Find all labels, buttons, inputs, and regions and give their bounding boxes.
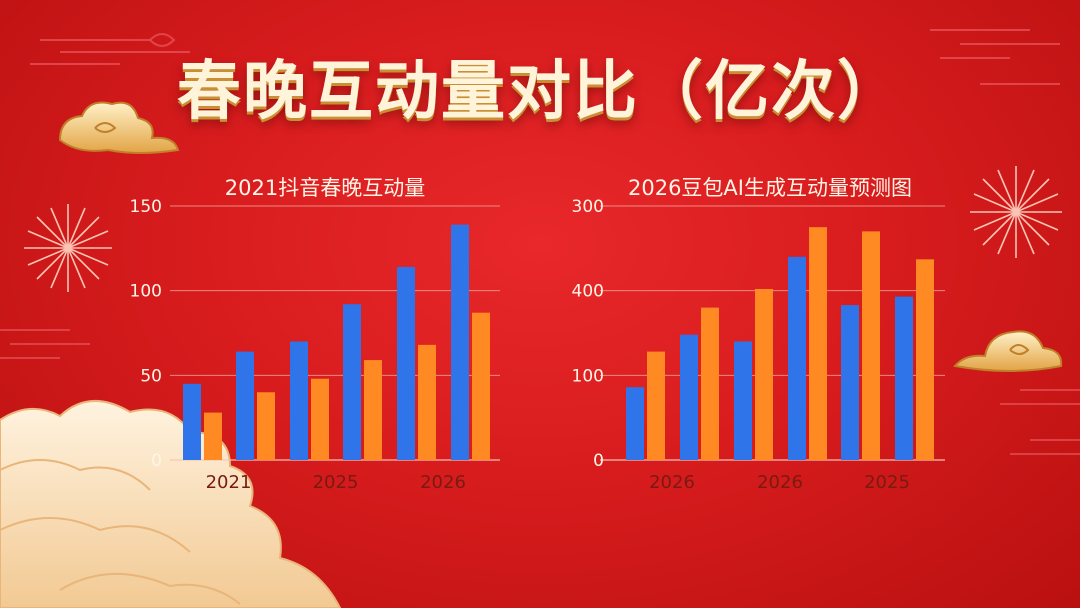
- fireworks-left: [24, 204, 112, 292]
- bar-orange: [204, 412, 222, 460]
- bar-blue: [626, 387, 644, 460]
- x-tick-label: 2025: [313, 472, 359, 493]
- bar-blue: [841, 305, 859, 460]
- bar-blue: [343, 304, 361, 460]
- chart-title-right: 2026豆包AI生成互动量预测图: [627, 176, 912, 200]
- bar-blue: [451, 224, 469, 460]
- bar-orange: [701, 307, 719, 460]
- y-tick-label: 100: [130, 282, 162, 302]
- x-tick-label: 2026: [420, 472, 466, 493]
- bar-orange: [916, 259, 934, 460]
- x-tick-label: 2021: [206, 472, 252, 493]
- bar-blue: [734, 341, 752, 460]
- swirl-pattern-top-right: [930, 29, 1060, 85]
- bar-blue: [788, 256, 806, 460]
- bar-blue: [397, 266, 415, 460]
- bar-orange: [472, 312, 490, 460]
- bar-orange: [647, 351, 665, 460]
- y-tick-label: 400: [572, 282, 604, 302]
- page-title: 春晚互动量对比（亿次）: [177, 55, 903, 129]
- cloud-bank-bottom-left: [0, 400, 342, 608]
- swirl-pattern-right-lower: [1000, 389, 1080, 455]
- swirl-pattern-top-left: [30, 33, 190, 65]
- x-tick-label: 2026: [757, 472, 803, 493]
- fireworks-right: [970, 166, 1062, 258]
- chart-title-left: 2021抖音春晚互动量: [224, 176, 426, 200]
- bar-orange: [862, 231, 880, 460]
- x-tick-label: 2025: [864, 472, 910, 493]
- bar-orange: [311, 378, 329, 460]
- y-tick-label: 0: [151, 451, 162, 471]
- bar-orange: [257, 392, 275, 460]
- swirl-pattern-left-middle: [0, 329, 90, 359]
- bar-blue: [895, 296, 913, 460]
- bar-orange: [809, 227, 827, 460]
- x-tick-label: 2026: [649, 472, 695, 493]
- bar-blue: [680, 334, 698, 460]
- bar-blue: [290, 341, 308, 460]
- y-tick-label: 0: [593, 451, 604, 471]
- bar-blue: [236, 351, 254, 460]
- cloud-right: [953, 330, 1063, 372]
- bar-orange: [755, 288, 773, 460]
- y-tick-label: 100: [572, 366, 604, 386]
- bar-orange: [364, 360, 382, 460]
- y-tick-label: 150: [130, 197, 162, 217]
- cloud-top-left: [58, 101, 180, 154]
- y-tick-label: 300: [572, 197, 604, 217]
- y-tick-label: 50: [140, 366, 162, 386]
- bar-blue: [183, 383, 201, 460]
- bar-orange: [418, 344, 436, 460]
